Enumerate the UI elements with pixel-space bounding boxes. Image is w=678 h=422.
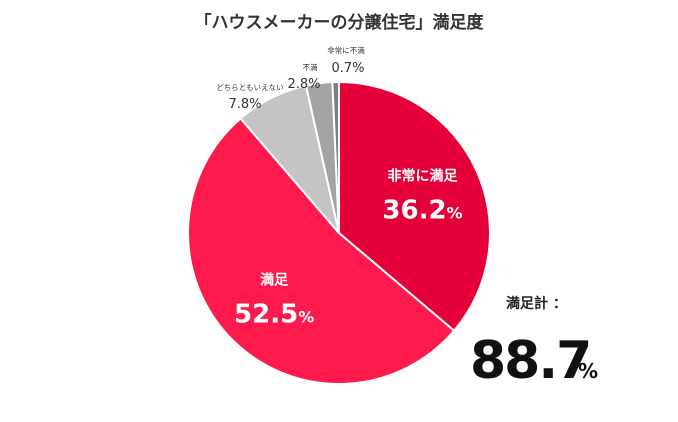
total-satisfaction-unit: %: [578, 359, 598, 383]
pie-slices: [187, 80, 491, 385]
slice-unit-satisfied: %: [298, 307, 314, 326]
slice-label-very-satisfied: 非常に満足: [387, 167, 458, 184]
slice-label-satisfied: 満足: [260, 271, 289, 288]
slice-very-satisfied: [338, 80, 491, 333]
total-satisfaction-value: 88.7: [470, 331, 590, 391]
total-satisfaction-label: 満足計 ：: [506, 295, 567, 312]
slice-label-very-dissatisfied: 非常に不満: [327, 45, 365, 55]
slice-very-dissatisfied: [331, 80, 340, 234]
slice-label-neutral: どちらともいえない: [216, 83, 283, 92]
slice-value-very-dissatisfied: 0.7%: [331, 61, 364, 76]
chart-title: 「ハウスメーカーの分譲住宅」満足度: [195, 12, 485, 33]
slice-value-very-satisfied: 36.2%: [382, 195, 462, 225]
slice-label-dissatisfied: 不満: [303, 63, 318, 72]
pie-labels: 非常に満足36.2%満足52.5%どちらともいえない7.8%不満2.8%非常に不…: [216, 45, 462, 329]
slice-value-dissatisfied: 2.8%: [287, 77, 320, 92]
slice-unit-very-satisfied: %: [447, 203, 463, 222]
slice-value-neutral: 7.8%: [228, 97, 261, 112]
slice-satisfied: [187, 117, 456, 385]
